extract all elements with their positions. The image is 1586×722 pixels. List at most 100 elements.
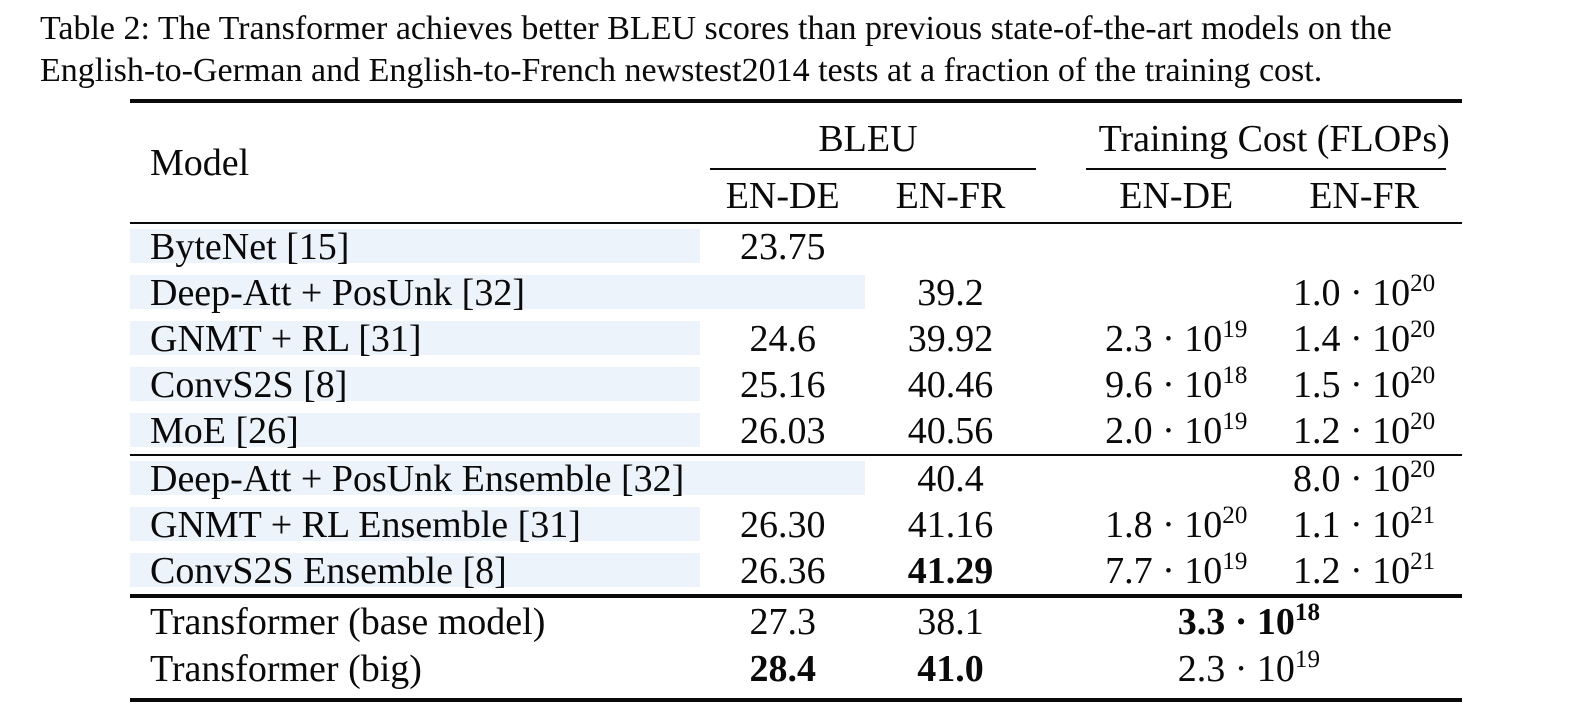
header-bleu-group: BLEU	[700, 101, 1036, 170]
cell-bleu-en-de: 26.36	[739, 550, 826, 592]
cell-cost-en-de: 9.6 · 1018	[1105, 362, 1248, 406]
exponent: 20	[1410, 316, 1436, 344]
header-bleu-en-de: EN-DE	[725, 175, 840, 217]
table-row: MoE [26] 26.03 40.56 2.0 · 1019 1.2 · 10…	[130, 408, 1462, 455]
exponent: 20	[1410, 456, 1436, 484]
cell-cost-en-de	[1086, 270, 1266, 316]
results-table-container: Model BLEU Training Cost (FLOPs) EN-DE E…	[130, 99, 1462, 702]
cell-bleu-en-de: 27.3	[749, 600, 816, 643]
spacer-cell	[1036, 455, 1087, 502]
cell-bleu-en-de: 26.30	[739, 504, 826, 546]
cell-model: Deep-Att + PosUnk Ensemble [32]	[130, 455, 701, 502]
single-models-group: ByteNet [15] 23.75 Deep-Att + PosUnk [32…	[130, 223, 1462, 455]
cell-bleu-en-de	[700, 270, 866, 316]
table-row: ConvS2S Ensemble [8] 26.36 41.29 7.7 · 1…	[130, 548, 1462, 596]
table-row: Deep-Att + PosUnk [32] 39.2 1.0 · 1020	[130, 270, 1462, 316]
spacer-cell	[1036, 548, 1087, 596]
table-header: Model BLEU Training Cost (FLOPs) EN-DE E…	[130, 101, 1462, 223]
exponent: 19	[1222, 408, 1248, 436]
sub-header-row: EN-DE EN-FR EN-DE EN-FR	[130, 170, 1462, 223]
table-row: GNMT + RL Ensemble [31] 26.30 41.16 1.8 …	[130, 502, 1462, 548]
cell-cost-merged: 2.3 · 1019	[1177, 645, 1320, 690]
cell-model: GNMT + RL [31]	[130, 316, 701, 362]
header-cost-en-fr: EN-FR	[1309, 175, 1419, 217]
cell-cost-en-fr: 8.0 · 1020	[1292, 456, 1436, 500]
cell-bleu-en-fr	[865, 223, 1035, 270]
exponent: 18	[1294, 598, 1320, 626]
cell-bleu-en-fr: 39.2	[917, 272, 984, 314]
cell-cost-en-de: 1.8 · 1020	[1105, 502, 1248, 546]
cell-bleu-en-de: 23.75	[739, 226, 826, 268]
header-cost-en-de: EN-DE	[1119, 175, 1234, 217]
cell-cost-en-fr: 1.2 · 1020	[1292, 408, 1436, 452]
caption-line-1: Table 2: The Transformer achieves better…	[40, 10, 1392, 47]
transformer-models-group: Transformer (base model) 27.3 38.1 3.3 ·…	[130, 596, 1462, 700]
cell-bleu-en-fr: 39.92	[907, 318, 994, 360]
spacer-cell	[1036, 502, 1087, 548]
cell-bleu-en-de	[700, 455, 866, 502]
results-table: Model BLEU Training Cost (FLOPs) EN-DE E…	[130, 99, 1462, 702]
exponent: 19	[1294, 645, 1320, 673]
exponent: 20	[1410, 270, 1436, 298]
cell-model: MoE [26]	[130, 408, 701, 455]
cell-bleu-en-de: 24.6	[749, 318, 816, 360]
ensemble-models-group: Deep-Att + PosUnk Ensemble [32] 40.4 8.0…	[130, 455, 1462, 596]
cell-model: GNMT + RL Ensemble [31]	[130, 502, 701, 548]
table-caption: Table 2: The Transformer achieves better…	[40, 8, 1580, 92]
cell-cost-en-de: 2.3 · 1019	[1105, 316, 1248, 360]
spacer-cell	[1036, 316, 1087, 362]
cell-bleu-en-fr: 38.1	[917, 600, 984, 643]
cell-cost-en-fr: 1.4 · 1020	[1292, 316, 1436, 360]
group-header-row: Model BLEU Training Cost (FLOPs)	[130, 101, 1462, 184]
cell-model: ConvS2S [8]	[130, 362, 701, 408]
cell-cost-en-fr: 1.1 · 1021	[1292, 502, 1436, 546]
cell-model: Transformer (big)	[150, 647, 422, 690]
cell-cost-en-de	[1086, 223, 1266, 270]
cell-model: Transformer (base model)	[150, 600, 546, 643]
cell-model: ByteNet [15]	[130, 223, 701, 270]
cell-bleu-en-fr: 40.4	[917, 458, 984, 500]
header-spacer	[1036, 101, 1087, 223]
header-model: Model	[150, 141, 250, 184]
cell-bleu-en-fr: 41.16	[907, 504, 994, 546]
cell-cost-en-de	[1086, 455, 1266, 502]
cell-bleu-en-de: 25.16	[739, 364, 826, 406]
exponent: 20	[1410, 362, 1436, 390]
table-row: ByteNet [15] 23.75	[130, 223, 1462, 270]
cell-cost-merged: 3.3 · 1018	[1177, 598, 1320, 643]
header-cost-group: Training Cost (FLOPs)	[1086, 101, 1462, 170]
table-row: GNMT + RL [31] 24.6 39.92 2.3 · 1019 1.4…	[130, 316, 1462, 362]
table-row: Transformer (big) 28.4 41.0 2.3 · 1019	[130, 645, 1462, 700]
cell-cost-en-de: 2.0 · 1019	[1105, 408, 1248, 452]
cell-model: ConvS2S Ensemble [8]	[130, 548, 701, 596]
exponent: 20	[1410, 408, 1436, 436]
exponent: 18	[1222, 362, 1248, 390]
exponent: 21	[1410, 548, 1436, 576]
table-row: Transformer (base model) 27.3 38.1 3.3 ·…	[130, 596, 1462, 645]
spacer-cell	[1036, 223, 1087, 270]
header-bleu-en-fr: EN-FR	[895, 175, 1006, 217]
cell-cost-en-de: 7.7 · 1019	[1105, 548, 1248, 592]
exponent: 19	[1222, 548, 1248, 576]
cell-bleu-en-fr: 41.0	[917, 647, 984, 690]
cell-cost-en-fr: 1.2 · 1021	[1292, 548, 1436, 592]
exponent: 20	[1222, 502, 1248, 530]
cell-cost-en-fr: 1.5 · 1020	[1292, 362, 1436, 406]
cell-bleu-en-fr: 40.56	[907, 410, 994, 452]
caption-line-2: English-to-German and English-to-French …	[40, 52, 1323, 89]
cell-bleu-en-de: 26.03	[739, 410, 826, 452]
table-row: ConvS2S [8] 25.16 40.46 9.6 · 1018 1.5 ·…	[130, 362, 1462, 408]
cell-cost-en-fr	[1266, 223, 1462, 270]
spacer-cell	[1036, 270, 1087, 316]
exponent: 21	[1410, 502, 1436, 530]
cell-bleu-en-de: 28.4	[749, 647, 816, 690]
exponent: 19	[1222, 316, 1248, 344]
cell-cost-en-fr: 1.0 · 1020	[1292, 270, 1436, 314]
cell-bleu-en-fr: 41.29	[907, 550, 994, 592]
cell-bleu-en-fr: 40.46	[907, 364, 994, 406]
cell-model: Deep-Att + PosUnk [32]	[130, 270, 701, 316]
table-row: Deep-Att + PosUnk Ensemble [32] 40.4 8.0…	[130, 455, 1462, 502]
spacer-cell	[1036, 408, 1087, 455]
spacer-cell	[1036, 362, 1087, 408]
